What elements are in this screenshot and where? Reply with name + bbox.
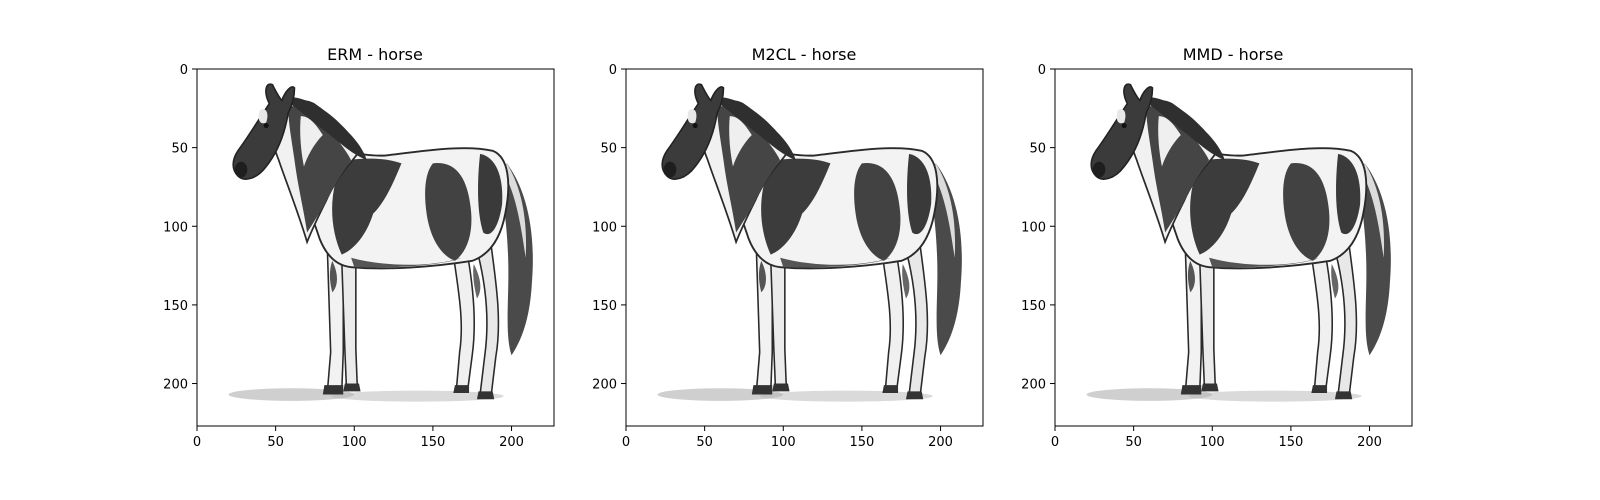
y-tick-label: 100 <box>163 220 188 235</box>
y-tick-label: 150 <box>163 299 188 314</box>
x-tick-label: 0 <box>193 435 201 450</box>
x-tick-label: 0 <box>1051 435 1059 450</box>
x-tick-label: 100 <box>771 435 796 450</box>
y-tick-label: 100 <box>1021 220 1046 235</box>
x-tick-label: 0 <box>622 435 630 450</box>
x-tick-label: 50 <box>267 435 284 450</box>
y-tick-label: 0 <box>1038 63 1046 78</box>
x-axis: 0 50 100 150 200 <box>193 426 524 450</box>
y-tick-label: 150 <box>592 299 617 314</box>
y-tick-label: 50 <box>1029 142 1046 157</box>
y-tick-label: 100 <box>592 220 617 235</box>
y-tick-label: 200 <box>592 378 617 393</box>
panel-title: M2CL - horse <box>752 45 857 64</box>
y-tick-label: 200 <box>163 378 188 393</box>
panel-m2cl: M2CL - horse 0 50 100 150 200 0 50 100 150 200 <box>592 45 984 450</box>
plot-area <box>1054 68 1413 427</box>
y-tick-label: 0 <box>180 63 188 78</box>
y-axis: 0 50 100 150 200 <box>163 63 197 393</box>
x-tick-label: 100 <box>342 435 367 450</box>
y-axis: 0 50 100 150 200 <box>1021 63 1055 393</box>
y-tick-label: 50 <box>600 142 617 157</box>
plot-area <box>196 68 555 427</box>
axes-frame <box>625 68 984 427</box>
x-tick-label: 50 <box>1125 435 1142 450</box>
y-tick-label: 200 <box>1021 378 1046 393</box>
panel-title: ERM - horse <box>327 45 423 64</box>
y-axis: 0 50 100 150 200 <box>592 63 626 393</box>
plot-area <box>625 68 984 427</box>
x-axis: 0 50 100 150 200 <box>622 426 953 450</box>
y-tick-label: 150 <box>1021 299 1046 314</box>
axes-frame <box>196 68 555 427</box>
x-tick-label: 50 <box>696 435 713 450</box>
panel-mmd: MMD - horse 0 50 100 150 200 0 50 100 150 200 <box>1021 45 1413 450</box>
x-axis: 0 50 100 150 200 <box>1051 426 1382 450</box>
panel-title: MMD - horse <box>1183 45 1284 64</box>
x-tick-label: 150 <box>849 435 874 450</box>
axes-frame <box>1054 68 1413 427</box>
x-tick-label: 200 <box>1357 435 1382 450</box>
x-tick-label: 200 <box>928 435 953 450</box>
x-tick-label: 100 <box>1200 435 1225 450</box>
x-tick-label: 200 <box>499 435 524 450</box>
x-tick-label: 150 <box>420 435 445 450</box>
x-tick-label: 150 <box>1278 435 1303 450</box>
y-tick-label: 50 <box>171 142 188 157</box>
panel-erm: ERM - horse 0 50 100 150 200 0 50 100 150 200 <box>163 45 555 450</box>
y-tick-label: 0 <box>609 63 617 78</box>
